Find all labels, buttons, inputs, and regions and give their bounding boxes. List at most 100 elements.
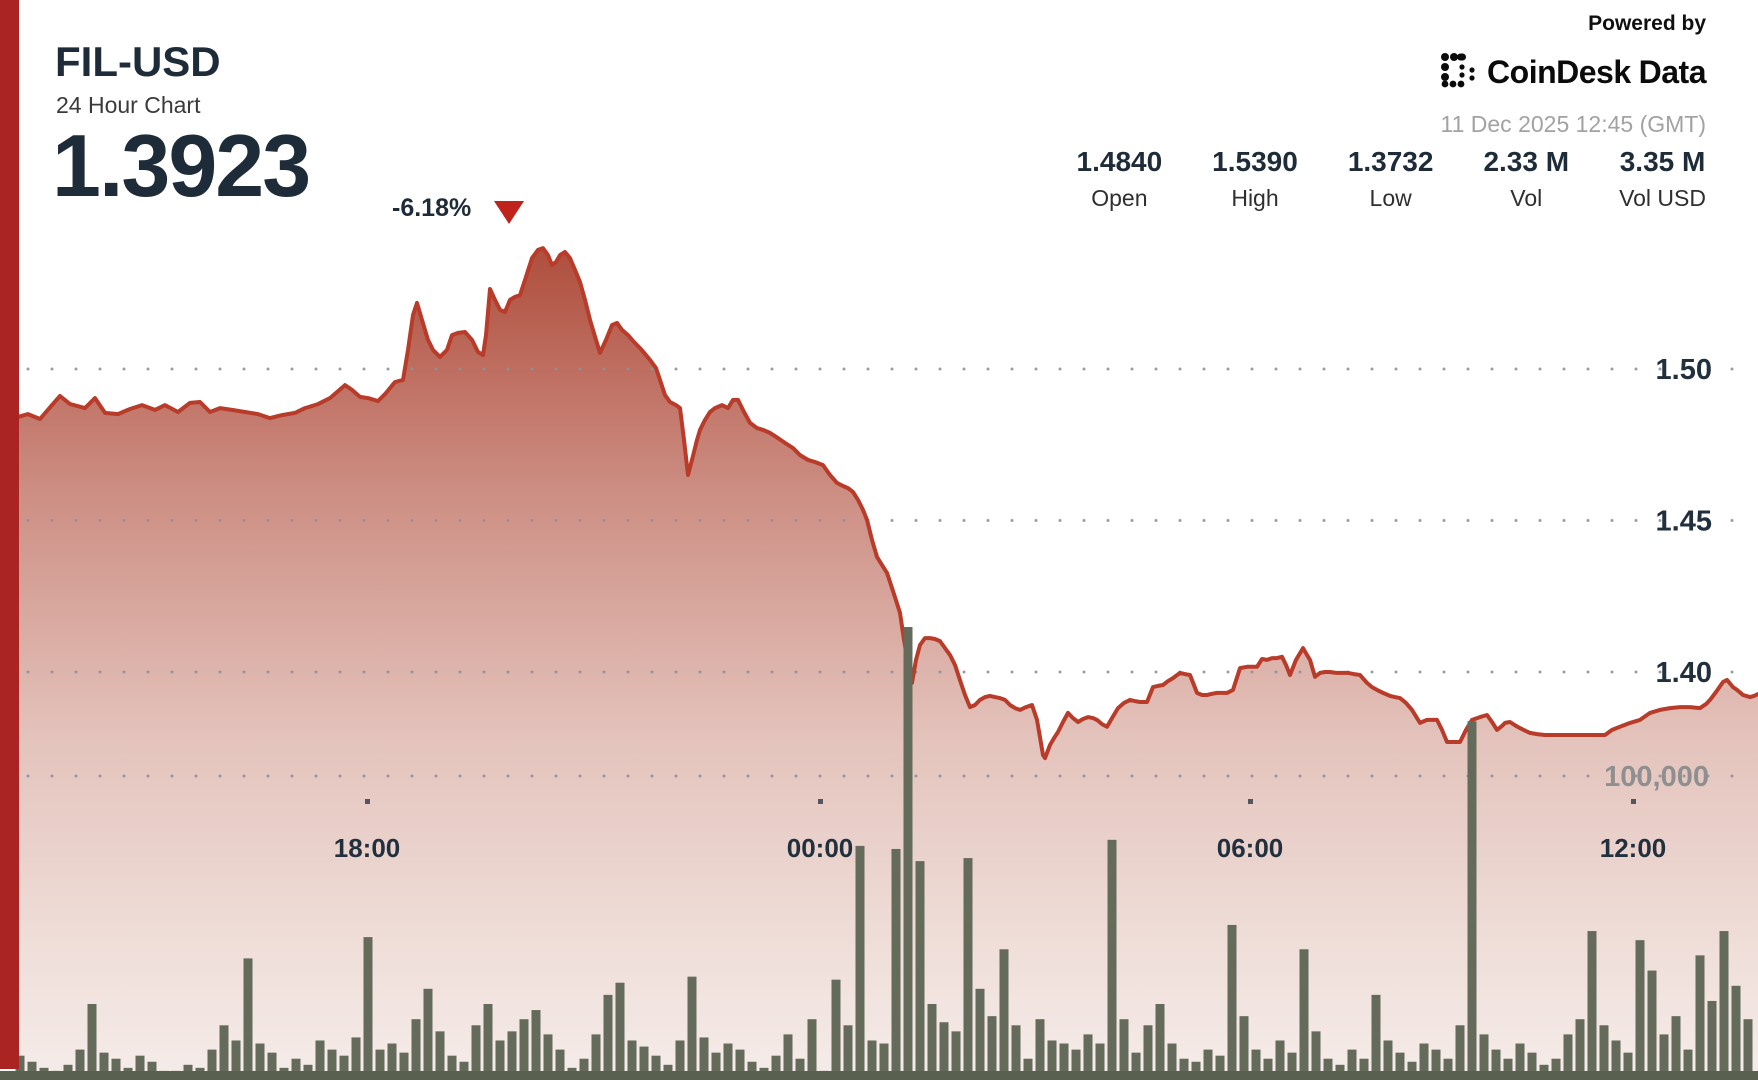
- volume-bar: [1023, 1058, 1033, 1080]
- volume-bar: [735, 1049, 745, 1080]
- volume-bar: [687, 976, 697, 1080]
- volume-bar: [1287, 1052, 1297, 1080]
- volume-bar: [135, 1055, 145, 1080]
- x-tick-mark: [1248, 799, 1253, 804]
- low-value: 1.3732: [1347, 146, 1434, 177]
- volume-bar: [255, 1043, 265, 1080]
- volume-bar: [1647, 970, 1657, 1080]
- volume-bar: [1047, 1040, 1057, 1080]
- current-price: 1.3923: [52, 116, 311, 215]
- volume-bar: [387, 1043, 397, 1080]
- volume-bar: [1563, 1034, 1573, 1080]
- volume-bar: [15, 1055, 25, 1080]
- x-tick-mark: [1631, 799, 1636, 804]
- high-label: High: [1231, 185, 1279, 211]
- volume-baseline: [0, 1071, 1758, 1080]
- chart-subtitle: 24 Hour Chart: [56, 92, 201, 118]
- volume-bar: [339, 1055, 349, 1080]
- volume-bar: [99, 1052, 109, 1080]
- volume-bar: [507, 1031, 517, 1080]
- volume-bar: [579, 1058, 589, 1080]
- volume-bar: [447, 1055, 457, 1080]
- volume-bar: [1527, 1052, 1537, 1080]
- volume-bar: [603, 994, 613, 1080]
- volume-bar: [1515, 1043, 1525, 1080]
- volume-bar: [1635, 940, 1645, 1080]
- volume-bar: [1467, 721, 1477, 1080]
- volume-bar: [1323, 1058, 1333, 1080]
- volume-bar: [1011, 1025, 1021, 1080]
- change-percent: -6.18%: [392, 194, 472, 222]
- volume-bar: [927, 1004, 937, 1080]
- volume-bar: [699, 1037, 709, 1080]
- volume-bar: [1119, 1019, 1129, 1080]
- volume-bar: [1275, 1040, 1285, 1080]
- volume-bar: [1695, 955, 1705, 1080]
- volume-bar: [1311, 1031, 1321, 1080]
- volume-bar: [795, 1058, 805, 1080]
- coindesk-mark-icon: [1439, 50, 1479, 95]
- volume-bar: [675, 1040, 685, 1080]
- volume-bar: [291, 1058, 301, 1080]
- volume-bar: [1731, 985, 1741, 1080]
- volume-bar: [1683, 1049, 1693, 1080]
- vol-usd-value: 3.35 M: [1619, 146, 1706, 177]
- volume-bar: [1167, 1043, 1177, 1080]
- volume-bar: [639, 1046, 649, 1080]
- volume-bar: [543, 1034, 553, 1080]
- x-tick-mark: [818, 799, 823, 804]
- coindesk-wordmark: CoinDesk Data: [1487, 54, 1706, 90]
- open-value: 1.4840: [1076, 146, 1163, 177]
- volume-bar: [1383, 1040, 1393, 1080]
- open-label: Open: [1091, 185, 1148, 211]
- high-value: 1.5390: [1212, 146, 1298, 177]
- vol-value: 2.33 M: [1483, 146, 1570, 177]
- volume-bar: [1719, 931, 1729, 1080]
- stat-vol: 2.33 M Vol: [1483, 146, 1569, 212]
- volume-bar: [471, 1025, 481, 1080]
- volume-bar: [1395, 1052, 1405, 1080]
- volume-bar: [855, 845, 865, 1080]
- volume-bar: [423, 988, 433, 1080]
- stat-vol-usd: 3.35 M Vol USD: [1619, 146, 1706, 212]
- x-tick-mark: [365, 799, 370, 804]
- volume-bar: [807, 1019, 817, 1080]
- volume-bar: [1179, 1058, 1189, 1080]
- price-axis-label: 1.50: [1656, 354, 1712, 386]
- volume-bar: [1059, 1043, 1069, 1080]
- timestamp: 11 Dec 2025 12:45 (GMT): [1440, 111, 1706, 137]
- stat-open: 1.4840 Open: [1077, 146, 1163, 212]
- volume-bar: [207, 1049, 217, 1080]
- volume-bar: [1623, 1052, 1633, 1080]
- volume-bar: [435, 1031, 445, 1080]
- volume-bar: [519, 1019, 529, 1080]
- volume-bar: [1227, 924, 1237, 1080]
- volume-bar: [219, 1025, 229, 1080]
- volume-bar: [1407, 1061, 1417, 1080]
- volume-bar: [1611, 1040, 1621, 1080]
- low-label: Low: [1369, 185, 1412, 211]
- volume-bar: [1455, 1025, 1465, 1080]
- volume-bar: [315, 1040, 325, 1080]
- volume-bar: [351, 1037, 361, 1080]
- volume-bar: [555, 1049, 565, 1080]
- volume-bar: [615, 982, 625, 1080]
- volume-bar: [987, 1016, 997, 1080]
- price-area: [18, 248, 1758, 1080]
- volume-bar: [1251, 1049, 1261, 1080]
- ohlc-stats-row: 1.4840 Open 1.5390 High 1.3732 Low 2.33 …: [1077, 146, 1706, 212]
- volume-bar: [747, 1061, 757, 1080]
- volume-bar: [1203, 1049, 1213, 1080]
- volume-bar: [1743, 1019, 1753, 1080]
- volume-bar: [1083, 1034, 1093, 1080]
- volume-bar: [1107, 839, 1117, 1080]
- volume-bar: [975, 988, 985, 1080]
- volume-bar: [843, 1025, 853, 1080]
- x-axis-label: 00:00: [787, 833, 854, 863]
- volume-bar: [1143, 1025, 1153, 1080]
- volume-bar: [1599, 1025, 1609, 1080]
- down-arrow-icon: [494, 201, 524, 224]
- coindesk-data-logo: CoinDesk Data: [1439, 50, 1707, 95]
- volume-bar: [363, 937, 373, 1080]
